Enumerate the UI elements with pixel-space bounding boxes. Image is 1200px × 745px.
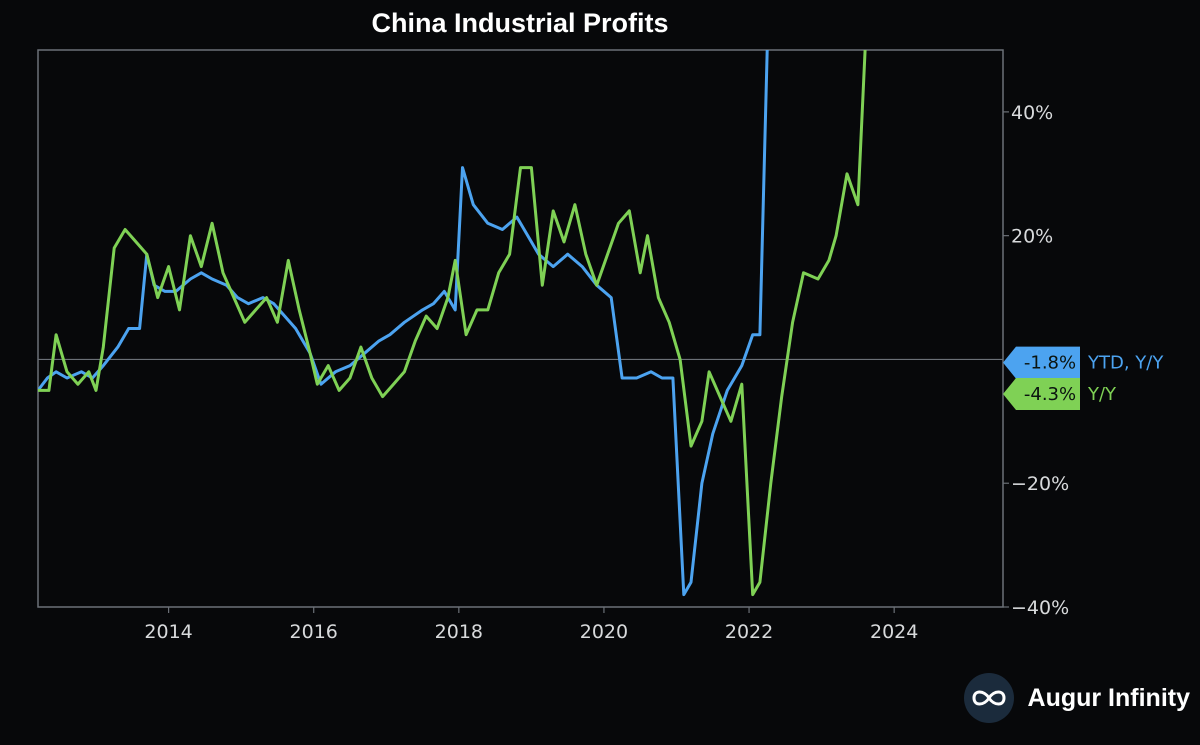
chart-title: China Industrial Profits — [371, 8, 669, 38]
x-tick-label: 2014 — [144, 621, 192, 643]
brand: Augur Infinity — [963, 673, 1190, 723]
plot-frame — [37, 49, 1004, 608]
tag-series-name: Y/Y — [1087, 384, 1117, 405]
infinity-icon — [963, 673, 1014, 723]
x-tick-label: 2016 — [290, 621, 338, 643]
brand-name: Augur Infinity — [1027, 683, 1190, 712]
x-tick-label: 2020 — [580, 621, 628, 643]
y-tick-label: 20% — [1011, 226, 1053, 248]
x-tick-label: 2018 — [435, 621, 483, 643]
y-tick-label: 40% — [1011, 102, 1053, 124]
tag-box — [1003, 346, 1080, 379]
tag-value: -4.3% — [1024, 384, 1076, 405]
y-tick-label: −20% — [1011, 473, 1069, 495]
series-line-ytd — [38, 50, 769, 597]
series-lines — [38, 50, 867, 597]
x-tick-label: 2022 — [725, 621, 773, 643]
x-tick-label: 2024 — [870, 621, 918, 643]
tag-series-name: YTD, Y/Y — [1087, 353, 1164, 374]
tag-box — [1003, 378, 1080, 411]
last-value-tag-ytd: -1.8% YTD, Y/Y — [1003, 346, 1164, 379]
tag-value: -1.8% — [1024, 353, 1076, 374]
series-line-yoy — [38, 50, 867, 597]
last-value-tag-yoy: -4.3% Y/Y — [1003, 378, 1117, 411]
last-value-tags: -1.8% YTD, Y/Y -4.3% Y/Y — [1003, 346, 1164, 411]
axes: 40% 20% −20% −40% 2014 2016 2018 2020 2022 2024 — [37, 49, 1069, 643]
y-tick-label: −40% — [1011, 597, 1069, 619]
